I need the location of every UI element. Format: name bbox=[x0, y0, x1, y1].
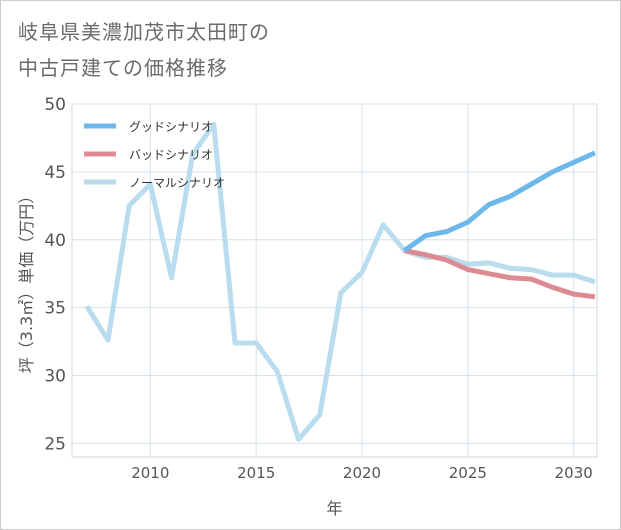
series-line-2 bbox=[403, 248, 596, 300]
x-tick-label: 2010 bbox=[131, 464, 169, 482]
y-tick-label: 30 bbox=[44, 367, 66, 387]
x-tick-label: 2015 bbox=[237, 464, 275, 482]
chart-title-line-2: 中古戸建ての価格推移 bbox=[18, 56, 228, 80]
x-axis-label: 年 bbox=[326, 499, 342, 518]
series-group bbox=[84, 121, 596, 442]
y-axis-label: 坪（3.3㎡）単価（万円） bbox=[17, 188, 36, 373]
x-tick-label: 2025 bbox=[449, 464, 487, 482]
chart-title-line-1: 岐阜県美濃加茂市太田町の bbox=[18, 20, 270, 44]
legend-label: バッドシナリオ bbox=[129, 148, 213, 162]
series-line-3 bbox=[84, 121, 596, 442]
y-tick-label: 40 bbox=[44, 231, 66, 251]
y-tick-label: 45 bbox=[44, 163, 66, 183]
legend-label: ノーマルシナリオ bbox=[129, 176, 225, 190]
y-tick-label: 50 bbox=[44, 95, 66, 115]
series-line-1 bbox=[402, 150, 596, 253]
y-tick-label: 35 bbox=[44, 299, 66, 319]
y-tick-label: 25 bbox=[44, 434, 66, 454]
x-tick-label: 2030 bbox=[555, 464, 593, 482]
x-tick-label: 2020 bbox=[343, 464, 381, 482]
legend-label: グッドシナリオ bbox=[129, 120, 213, 134]
